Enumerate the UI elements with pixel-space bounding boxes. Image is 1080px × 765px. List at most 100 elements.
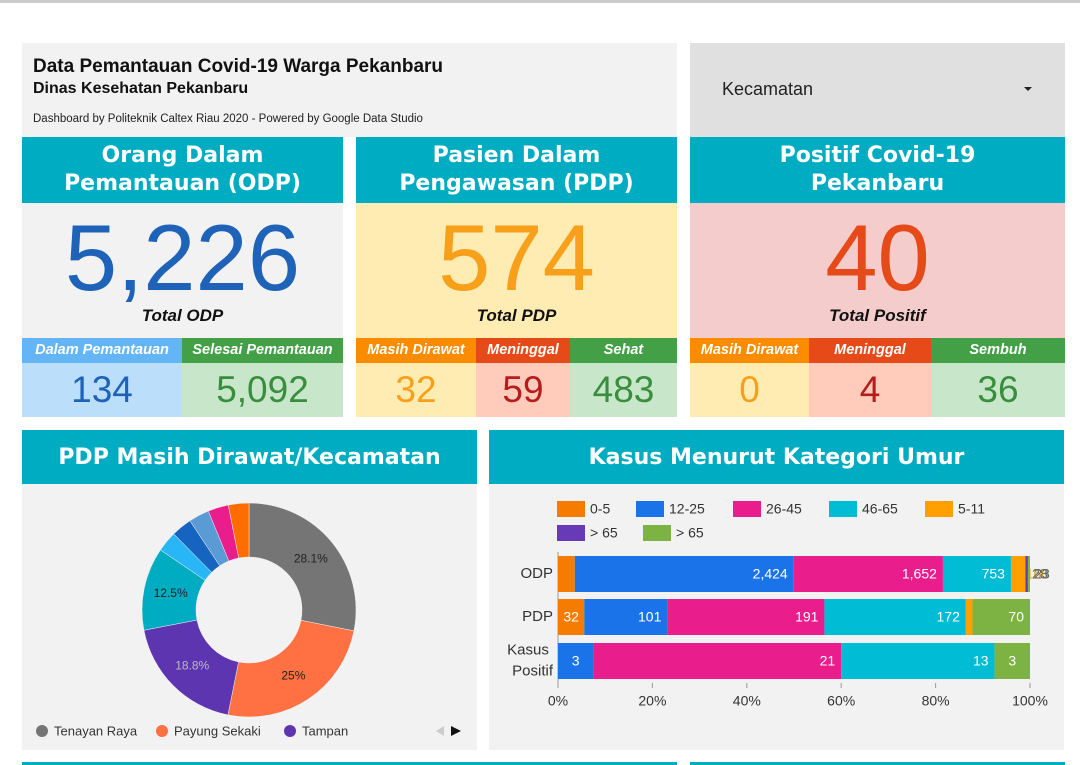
card-total: 574 — [438, 205, 595, 310]
legend-label: > 65 — [676, 525, 704, 541]
bar-label: 70 — [1008, 609, 1024, 625]
breakdown-value: 0 — [690, 363, 809, 417]
legend-swatch — [156, 725, 168, 737]
breakdown-label: Sehat — [570, 338, 677, 363]
legend-label: 12-25 — [669, 501, 705, 517]
card-total: 5,226 — [64, 205, 301, 310]
x-tick-label: 60% — [827, 693, 855, 709]
breakdown-label: Sembuh — [931, 338, 1065, 363]
next-panel-edge — [22, 762, 677, 765]
card-title: Pasien Dalam Pengawasan (PDP) — [356, 137, 677, 203]
y-tick-label: ODP — [520, 565, 553, 582]
slice-label: 18.8% — [175, 659, 209, 673]
breakdown-value: 4 — [809, 363, 931, 417]
slice-label: 12.5% — [154, 586, 188, 600]
x-tick-label: 80% — [922, 693, 950, 709]
header-panel: Data Pemantauan Covid-19 Warga Pekanbaru… — [22, 43, 677, 137]
bar-label: 191 — [795, 609, 819, 625]
card-body — [22, 203, 343, 338]
y-tick-label: Kasus Positif — [507, 641, 554, 679]
breakdown-value: 134 — [22, 363, 182, 417]
breakdown-value: 36 — [931, 363, 1065, 417]
bar-segment — [793, 556, 943, 592]
breakdown-label: Selesai Pemantauan — [182, 338, 343, 363]
bar-segment — [1027, 556, 1030, 592]
bar-label: 13 — [973, 653, 989, 669]
card-total: 40 — [825, 205, 930, 310]
legend-swatch — [36, 725, 48, 737]
breakdown-label: Meninggal — [476, 338, 570, 363]
bar-segment — [1025, 556, 1028, 592]
legend-swatch — [557, 525, 585, 541]
bar-segment — [593, 643, 842, 679]
bar-segment — [942, 556, 1011, 592]
pie-title: PDP Masih Dirawat/Kecamatan — [22, 430, 477, 484]
bar-label: 32 — [563, 609, 579, 625]
legend-swatch — [284, 725, 296, 737]
dropdown[interactable]: Kecamatan — [690, 43, 1065, 137]
pie-slice — [227, 620, 355, 718]
slice-label: 28.1% — [294, 551, 328, 565]
bar-label: 1,652 — [902, 566, 937, 582]
pie-slice — [248, 502, 357, 632]
dropdown-caret — [1024, 87, 1032, 91]
pie-slice — [227, 502, 250, 559]
y-tick-label: PDP — [522, 608, 553, 625]
legend-swatch — [925, 501, 953, 517]
slice-label: 25% — [281, 669, 305, 683]
x-tick-label: 0% — [548, 693, 568, 709]
bar-segment — [574, 556, 794, 592]
bar-segment — [972, 599, 1030, 635]
legend-label: Payung Sekaki — [174, 723, 261, 738]
legend-prev — [436, 726, 444, 736]
bar-label: 753 — [982, 566, 1006, 582]
bar-label: 3 — [572, 653, 580, 669]
bar-segment — [667, 599, 825, 635]
legend-next[interactable] — [451, 726, 461, 736]
bar-segment — [841, 643, 995, 679]
bar-label: 172 — [937, 609, 961, 625]
page-title: Data Pemantauan Covid-19 Warga Pekanbaru — [33, 56, 444, 77]
bar-segment — [965, 599, 973, 635]
bar-segment — [558, 643, 594, 679]
legend-swatch — [636, 501, 664, 517]
breakdown-value: 5,092 — [182, 363, 343, 417]
bar-title: Kasus Menurut Kategori Umur — [489, 430, 1064, 484]
legend-label: > 65 — [590, 525, 618, 541]
breakdown-label: Dalam Pemantauan — [22, 338, 182, 363]
breakdown-value: 59 — [476, 363, 570, 417]
legend-label: Tampan — [302, 723, 348, 738]
bar-label: 21 — [820, 653, 836, 669]
card-title: Positif Covid-19 Pekanbaru — [690, 137, 1065, 203]
bar-label: 3 — [1008, 653, 1016, 669]
legend-swatch — [829, 501, 857, 517]
breakdown-value: 483 — [570, 363, 677, 417]
card-title: Orang Dalam Pemantauan (ODP) — [22, 137, 343, 203]
legend-swatch — [557, 501, 585, 517]
bar-segment — [558, 599, 585, 635]
next-panel-edge — [690, 762, 1065, 765]
breakdown-value: 32 — [356, 363, 476, 417]
card-total-label: Total PDP — [476, 306, 557, 325]
bar-segment — [824, 599, 966, 635]
breakdown-label: Meninggal — [809, 338, 931, 363]
card-total-label: Total Positif — [829, 306, 926, 325]
bar-label: 160 — [1026, 566, 1050, 582]
legend-label: 5-11 — [958, 501, 985, 517]
legend-label: 46-65 — [862, 501, 898, 517]
dropdown-label: Kecamatan — [722, 79, 814, 99]
bar-segment — [994, 643, 1030, 679]
card-body — [356, 203, 677, 338]
legend-swatch — [643, 525, 671, 541]
bar-label: 101 — [638, 609, 662, 625]
card-body — [690, 203, 1065, 338]
bar-segment — [558, 556, 575, 592]
page-subtitle: Dinas Kesehatan Pekanbaru — [33, 80, 249, 97]
credit: Dashboard by Politeknik Caltex Riau 2020… — [33, 113, 423, 125]
bar-label: 2,424 — [753, 566, 788, 582]
x-tick-label: 100% — [1012, 693, 1048, 709]
top-border — [0, 0, 1080, 3]
bar-segment — [584, 599, 668, 635]
